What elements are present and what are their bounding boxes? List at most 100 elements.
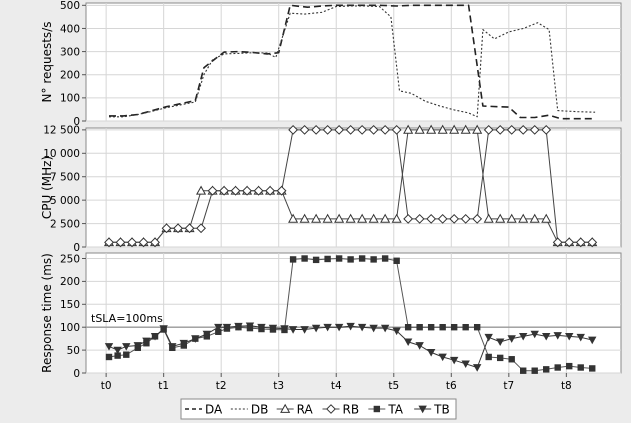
data-point-ra (506, 213, 517, 223)
data-point-ta (324, 255, 331, 263)
y-tick-label: 2 500 (50, 218, 80, 230)
data-point-ta (404, 323, 412, 331)
data-point-ta (358, 255, 366, 262)
x-tick-label: t4 (331, 380, 342, 392)
x-tick-label: t5 (388, 380, 399, 392)
data-point-tb (280, 325, 289, 333)
data-point-ta (496, 354, 504, 362)
data-point-tb (311, 324, 321, 333)
data-point-rb (230, 185, 241, 196)
data-point-ra (541, 213, 552, 223)
data-point-tb (257, 323, 266, 332)
data-point-rb (483, 124, 494, 135)
data-point-ta (370, 256, 377, 263)
data-point-ra (380, 213, 391, 223)
data-point-tb (234, 322, 243, 331)
data-point-tb (346, 322, 355, 331)
y-tick-label: 50 (67, 345, 80, 357)
data-point-tb (168, 343, 177, 351)
y-tick-label: 7 500 (50, 172, 80, 184)
data-point-rb (472, 213, 483, 224)
y-axis-title: N° requests/s (40, 22, 54, 103)
legend-label-rb: RB (343, 402, 360, 416)
data-point-ra (460, 124, 471, 134)
data-point-ta (427, 323, 435, 331)
data-point-rb (357, 124, 368, 135)
data-point-tb (507, 335, 516, 343)
data-point-tb (369, 324, 378, 333)
data-point-rb (518, 124, 529, 135)
data-point-rb (161, 223, 172, 234)
data-point-rb (104, 237, 114, 248)
data-point-tb (519, 332, 528, 341)
data-point-rb (345, 124, 356, 135)
data-point-ta (123, 351, 130, 358)
data-point-ta (416, 323, 423, 331)
data-point-tb (449, 356, 459, 365)
data-point-tb (159, 325, 168, 333)
cpu-panel: 0 2 500 5 000 7 500 10 000 12 500 CPU (MHz) (40, 124, 622, 254)
data-point-tb (214, 323, 223, 332)
data-point-tb (150, 332, 160, 341)
x-tick-label: t0 (101, 380, 112, 392)
data-point-ta (105, 353, 113, 361)
data-point-rb (391, 124, 402, 135)
data-point-ta (554, 364, 561, 371)
data-point-rb (288, 124, 299, 135)
y-axis-title: Response time (ms) (40, 253, 54, 373)
data-point-ra (414, 124, 425, 134)
y-tick-label: 0 (73, 242, 80, 254)
data-point-tb (245, 322, 255, 331)
data-point-ra (334, 213, 345, 223)
data-point-tb (576, 333, 585, 342)
data-point-rb (437, 213, 448, 224)
x-tick-label: t1 (158, 380, 169, 392)
data-point-rb (219, 185, 229, 196)
data-point-tb (426, 349, 436, 357)
data-point-ra (472, 124, 483, 134)
data-point-tb (472, 364, 482, 372)
y-tick-label: 200 (60, 70, 80, 82)
data-point-ta (114, 352, 121, 359)
data-point-ta (381, 255, 389, 262)
x-tick-label: t8 (561, 380, 572, 392)
data-point-tb (415, 342, 424, 350)
data-point-rb (460, 213, 471, 224)
data-point-ra (449, 124, 460, 134)
legend-label-ta: TA (387, 402, 403, 416)
data-point-ta (215, 328, 222, 335)
data-point-tb (438, 353, 447, 362)
data-point-rb (403, 213, 414, 224)
x-tick-label: t2 (216, 380, 227, 392)
data-point-ra (426, 124, 437, 134)
data-point-ta (312, 256, 320, 264)
x-tick-label: t7 (503, 380, 514, 392)
data-point-rb (276, 185, 287, 196)
response-time-panel: 0 50 100 150 200 250 Response time (ms) tSLA=10… (40, 252, 622, 392)
data-point-tb (392, 327, 401, 336)
legend-marker-rb (326, 404, 336, 414)
data-point-rb (495, 124, 506, 135)
data-point-rb (449, 213, 460, 224)
data-point-ta (520, 367, 527, 374)
data-point-rb (368, 124, 379, 135)
data-point-rb (529, 124, 540, 135)
legend-marker-ta (373, 405, 381, 413)
data-point-rb (138, 237, 149, 248)
data-point-tb (357, 323, 367, 332)
data-point-tb (565, 332, 574, 341)
data-point-ta (566, 362, 573, 370)
y-tick-label: 150 (60, 299, 80, 311)
data-point-ta (589, 365, 596, 372)
legend-label-da: DA (205, 402, 223, 416)
data-point-tb (380, 324, 390, 333)
data-point-rb (322, 124, 333, 135)
data-point-ta (531, 367, 538, 374)
data-point-rb (127, 237, 137, 248)
x-tick-label: t3 (273, 380, 284, 392)
data-point-ta (543, 366, 550, 373)
data-point-rb (541, 124, 552, 135)
data-point-rb (184, 223, 195, 234)
legend-label-db: DB (251, 402, 268, 416)
